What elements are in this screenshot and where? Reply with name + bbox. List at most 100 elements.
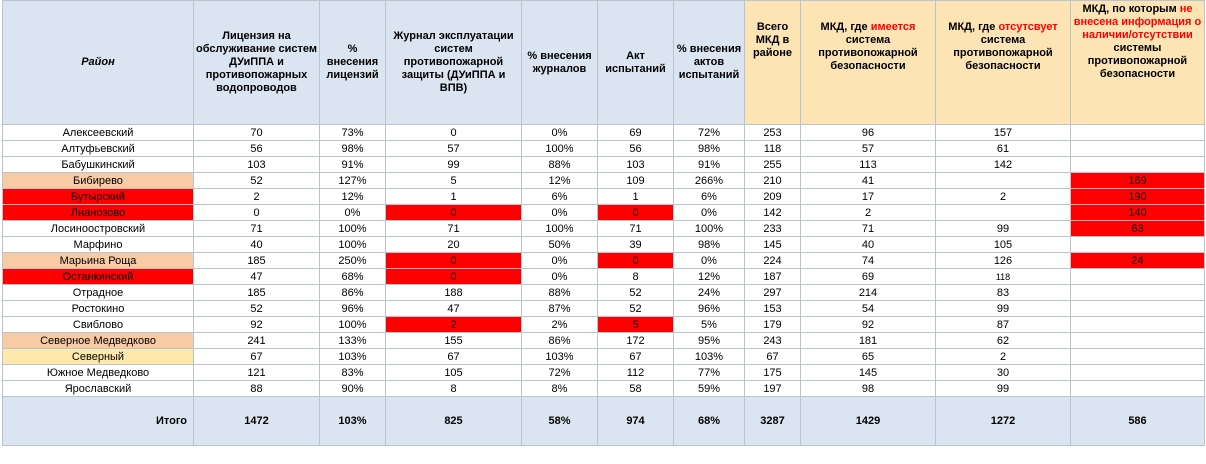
table-cell: 6%: [521, 188, 598, 205]
table-cell: 41: [800, 172, 936, 189]
table-cell: 6%: [673, 188, 745, 205]
table-cell: 96: [800, 124, 936, 141]
table-cell: 58: [597, 380, 674, 397]
table-cell: 59%: [673, 380, 745, 397]
table-row: Алтуфьевский 56 98% 57 100% 56 98% 118 57 61: [2, 140, 1205, 157]
table-cell: 52: [597, 284, 674, 301]
totals-cell: 825: [385, 396, 522, 446]
header-act: Акт испытаний: [597, 0, 674, 125]
table-cell: 20: [385, 236, 522, 253]
table-cell: [1070, 332, 1205, 349]
table-cell: 0%: [521, 252, 598, 269]
header-has-red: имеется: [870, 21, 916, 33]
table-cell: 24: [1070, 252, 1205, 269]
table-cell: 63: [1070, 220, 1205, 237]
totals-cell: 3287: [744, 396, 801, 446]
table-cell: 5: [385, 172, 522, 189]
table-cell: 2: [193, 188, 320, 205]
table-cell: 83%: [319, 364, 386, 381]
table-cell: 197: [744, 380, 801, 397]
district-name: Бутырский: [2, 188, 194, 205]
table-cell: 224: [744, 252, 801, 269]
table-cell: 95%: [673, 332, 745, 349]
table-cell: 69: [800, 268, 936, 285]
table-cell: 56: [597, 140, 674, 157]
table-cell: 0: [385, 204, 522, 221]
district-name: Южное Медведково: [2, 364, 194, 381]
table-cell: 103: [193, 156, 320, 173]
table-cell: 52: [193, 172, 320, 189]
table-cell: 2: [935, 348, 1071, 365]
table-cell: 266%: [673, 172, 745, 189]
header-none-post: системы противопожарной безопасности: [1087, 42, 1188, 80]
table-cell: 56: [193, 140, 320, 157]
header-journal: Журнал эксплуатации систем противопожарн…: [385, 0, 522, 125]
table-cell: 67: [193, 348, 320, 365]
table-cell: [1070, 140, 1205, 157]
table-cell: 153: [744, 300, 801, 317]
table-cell: 100%: [673, 220, 745, 237]
table-cell: 140: [1070, 204, 1205, 221]
table-cell: 0: [193, 204, 320, 221]
header-has-post: система противопожарной безопасности: [818, 34, 918, 72]
table-cell: 0%: [521, 268, 598, 285]
table-cell: 40: [193, 236, 320, 253]
table-row: Северный 67 103% 67 103% 67 103% 67 65 2: [2, 348, 1205, 365]
table-cell: 88%: [521, 284, 598, 301]
table-cell: 40: [800, 236, 936, 253]
table-row: Лосиноостровский 71 100% 71 100% 71 100% 233 71 9…: [2, 220, 1205, 237]
table-cell: 54: [800, 300, 936, 317]
table-cell: 241: [193, 332, 320, 349]
totals-cell: 103%: [319, 396, 386, 446]
table-cell: 12%: [673, 268, 745, 285]
table-cell: [1070, 300, 1205, 317]
table-cell: 92: [800, 316, 936, 333]
table-cell: [1070, 236, 1205, 253]
table-cell: 105: [935, 236, 1071, 253]
header-has-pre: МКД, где: [820, 21, 871, 33]
table-cell: [935, 172, 1071, 189]
table-cell: 1: [385, 188, 522, 205]
table-cell: 88: [193, 380, 320, 397]
district-name: Лианозово: [2, 204, 194, 221]
district-name: Отрадное: [2, 284, 194, 301]
table-cell: 0%: [521, 204, 598, 221]
table-cell: 50%: [521, 236, 598, 253]
table-cell: 61: [935, 140, 1071, 157]
table-cell: 91%: [319, 156, 386, 173]
district-name: Бибирево: [2, 172, 194, 189]
table-cell: 297: [744, 284, 801, 301]
table-cell: 70: [193, 124, 320, 141]
table-cell: 142: [935, 156, 1071, 173]
table-cell: 209: [744, 188, 801, 205]
table-cell: 100%: [319, 236, 386, 253]
header-pct-act: % внесения актов испытаний: [673, 0, 745, 125]
table-cell: 185: [193, 284, 320, 301]
table-cell: 52: [193, 300, 320, 317]
header-no-red: отсутсвует: [998, 21, 1058, 33]
table-cell: 187: [744, 268, 801, 285]
table-cell: 98: [800, 380, 936, 397]
table-row: Отрадное 185 86% 188 88% 52 24% 297 214 83: [2, 284, 1205, 301]
header-pct-license: % внесения лицензий: [319, 0, 386, 125]
table-cell: 90%: [319, 380, 386, 397]
table-cell: [1070, 156, 1205, 173]
table-cell: [1070, 380, 1205, 397]
table-cell: 255: [744, 156, 801, 173]
table-cell: 172: [597, 332, 674, 349]
table-cell: 83: [935, 284, 1071, 301]
table-cell: 0: [597, 252, 674, 269]
table-cell: 179: [744, 316, 801, 333]
table-cell: 0: [597, 204, 674, 221]
table-cell: 0%: [673, 204, 745, 221]
table-cell: 73%: [319, 124, 386, 141]
district-name: Северное Медведково: [2, 332, 194, 349]
table-cell: 52: [597, 300, 674, 317]
table-cell: 113: [800, 156, 936, 173]
table-cell: 100%: [521, 140, 598, 157]
table-cell: 103: [597, 156, 674, 173]
table-cell: [1070, 124, 1205, 141]
district-name: Ярославский: [2, 380, 194, 397]
header-license: Лицензия на обслуживание систем ДУиППА и…: [193, 0, 320, 125]
table-cell: 8: [597, 268, 674, 285]
